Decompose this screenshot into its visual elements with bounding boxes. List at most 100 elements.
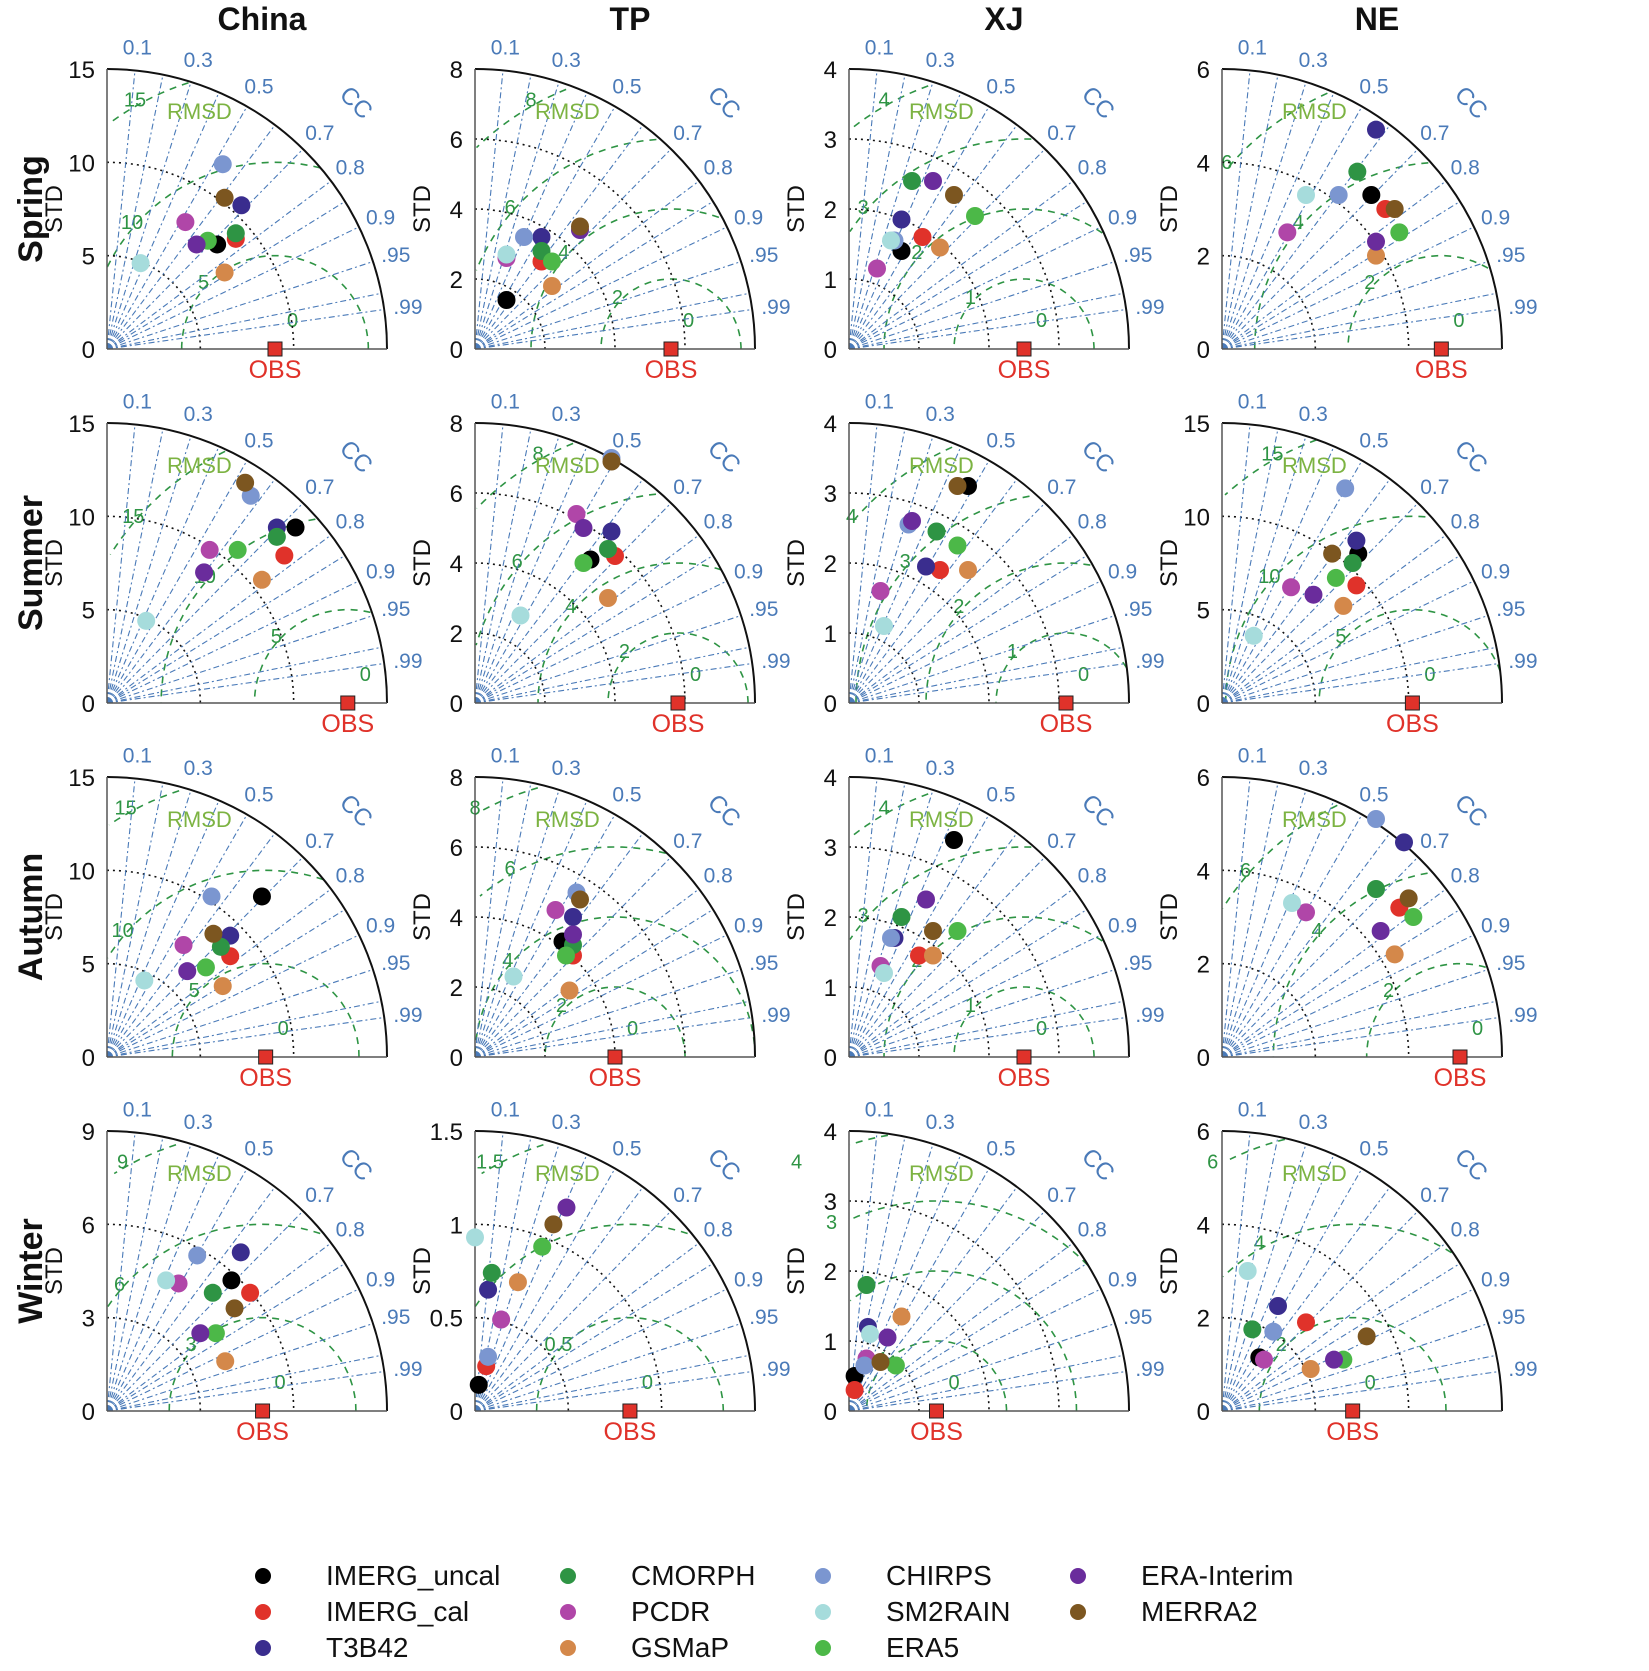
cc-tick-label: .99 [1135,1004,1164,1027]
data-point-chirps [515,228,533,246]
data-point-era-interim [178,962,197,981]
rmsd-tick-label: 8 [532,444,543,466]
cc-line [848,446,962,704]
data-point-gsmap [1385,945,1404,964]
cc-line [474,1016,753,1058]
cc-tick-label: 0.8 [1451,1219,1480,1242]
rmsd-tick-label: 3 [185,1334,196,1356]
cc-line [106,1016,385,1058]
y-tick-label: 4 [824,57,837,84]
std-ring [474,562,616,704]
y-tick-label: 1.5 [430,1119,463,1146]
cc-line [1221,662,1500,704]
cc-tick-label: 0.5 [244,784,273,807]
obs-marker [607,1049,623,1065]
data-point-gsmap [924,946,942,965]
cc-line [1221,1370,1500,1412]
obs-marker [663,341,679,357]
obs-marker [340,695,356,711]
y-tick-label: 15 [68,765,95,792]
cc-tick-label: 0.1 [865,37,894,60]
cc-line [474,1354,750,1412]
cc-line [848,646,1124,704]
rmsd-tick-label: 2 [556,995,567,1017]
rmsd-axis-label: RMSD [167,1161,232,1186]
std-ring [474,278,546,350]
cc-line [474,92,588,350]
cc-tick-label: 0.5 [1359,76,1388,99]
cc-tick-label: .99 [1135,1358,1164,1381]
data-point-pcdr [1278,223,1297,242]
rmsd-tick-label: 4 [558,242,569,264]
y-tick-label: 0 [82,1045,95,1072]
cc-tick-label: .95 [1496,244,1525,267]
cc-line [1221,934,1475,1058]
data-point-t3b42 [532,228,551,246]
cc-tick-label: 0.7 [305,122,334,145]
data-point-sm2rain [1244,626,1263,645]
cc-tick-label: 0.7 [305,830,334,853]
cc-tick-label: 0.8 [1078,511,1107,534]
rmsd-arc [1347,254,1489,350]
cc-tick-label: 0.3 [184,49,213,72]
cc-line [106,261,374,350]
y-tick-label: 5 [82,598,95,625]
rmsd-arc [106,869,324,959]
data-point-era5 [533,1237,552,1256]
data-point-t3b42 [917,557,935,576]
cc-line [106,1354,382,1412]
std-ring [848,138,1060,350]
cc-tick-label: 0.9 [1481,1268,1510,1291]
y-tick-label: 15 [68,411,95,438]
data-point-era-interim [191,1324,210,1343]
data-point-imerg-cal [241,1283,260,1302]
y-tick-label: 2 [450,267,463,294]
data-point-gsmap [213,977,232,996]
obs-marker [1345,1403,1361,1419]
rmsd-tick-label: 0 [683,310,694,332]
data-point-era-interim [1367,232,1385,251]
cc-line [848,1210,1046,1412]
cc-tick-label: .95 [381,244,410,267]
rmsd-tick-label: 0 [1424,664,1435,686]
cc-tick-label: 0.8 [1078,1219,1107,1242]
legend-item: ERA-Interim [1070,1560,1293,1592]
y-tick-label: 0 [450,337,463,364]
taylor-panel: 246800.10.30.50.70.80.9.95.99CC02468STDR… [409,391,791,738]
cc-line [474,1288,728,1412]
data-point-cmorph [1343,554,1362,572]
data-point-cmorph [1243,1320,1262,1339]
outer-arc [474,776,756,1058]
cc-line [848,124,1018,350]
rmsd-tick-label: 15 [124,90,146,112]
cc-line [848,1263,1088,1412]
y-tick-label: 0 [450,1399,463,1426]
data-point-gsmap [1301,1360,1320,1378]
cc-tick-label: 0.7 [1420,122,1449,145]
legend-label: GSMaP [631,1632,730,1663]
cc-axis-label: CC [1076,1143,1120,1187]
obs-label: OBS [652,710,705,738]
cc-line [106,446,220,704]
rmsd-arc [474,916,756,1058]
cc-tick-label: 0.9 [366,1268,395,1291]
rmsd-tick-label: 10 [112,920,134,942]
legend-marker-icon [560,1604,576,1620]
cc-tick-label: 0.1 [123,37,152,60]
cc-line [106,428,164,704]
data-point-cmorph [927,522,946,541]
rmsd-axis-label: RMSD [1282,1161,1347,1186]
cc-line [1221,832,1391,1058]
cc-axis-label: CC [702,435,746,479]
rmsd-arc [109,81,189,124]
rmsd-tick-label: 6 [1240,860,1251,882]
cc-line [1221,789,1307,1058]
y-tick-label: 5 [82,952,95,979]
cc-tick-label: .99 [1508,650,1537,673]
taylor-panel: 5101500.10.30.50.70.80.9.95.99CC051015ST… [41,391,423,738]
cc-line [848,856,1046,1058]
taylor-panel: 246800.10.30.50.70.80.9.95.99CC02468STDR… [409,745,791,1092]
data-point-pcdr [492,1310,511,1329]
cc-line [474,1323,742,1412]
rmsd-arc [995,632,1128,703]
